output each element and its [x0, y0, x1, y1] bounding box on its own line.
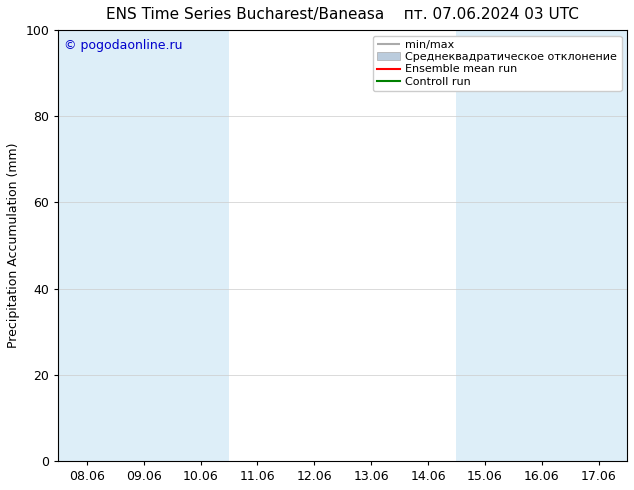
Bar — [514, 30, 570, 461]
Bar — [115, 30, 172, 461]
Bar — [456, 30, 514, 461]
Title: ENS Time Series Bucharest/Baneasa    пт. 07.06.2024 03 UTC: ENS Time Series Bucharest/Baneasa пт. 07… — [107, 7, 579, 22]
Legend: min/max, Среднеквадратическое отклонение, Ensemble mean run, Controll run: min/max, Среднеквадратическое отклонение… — [373, 36, 621, 91]
Bar — [58, 30, 115, 461]
Bar — [172, 30, 229, 461]
Text: © pogodaonline.ru: © pogodaonline.ru — [64, 39, 183, 51]
Bar — [570, 30, 627, 461]
Y-axis label: Precipitation Accumulation (mm): Precipitation Accumulation (mm) — [7, 143, 20, 348]
